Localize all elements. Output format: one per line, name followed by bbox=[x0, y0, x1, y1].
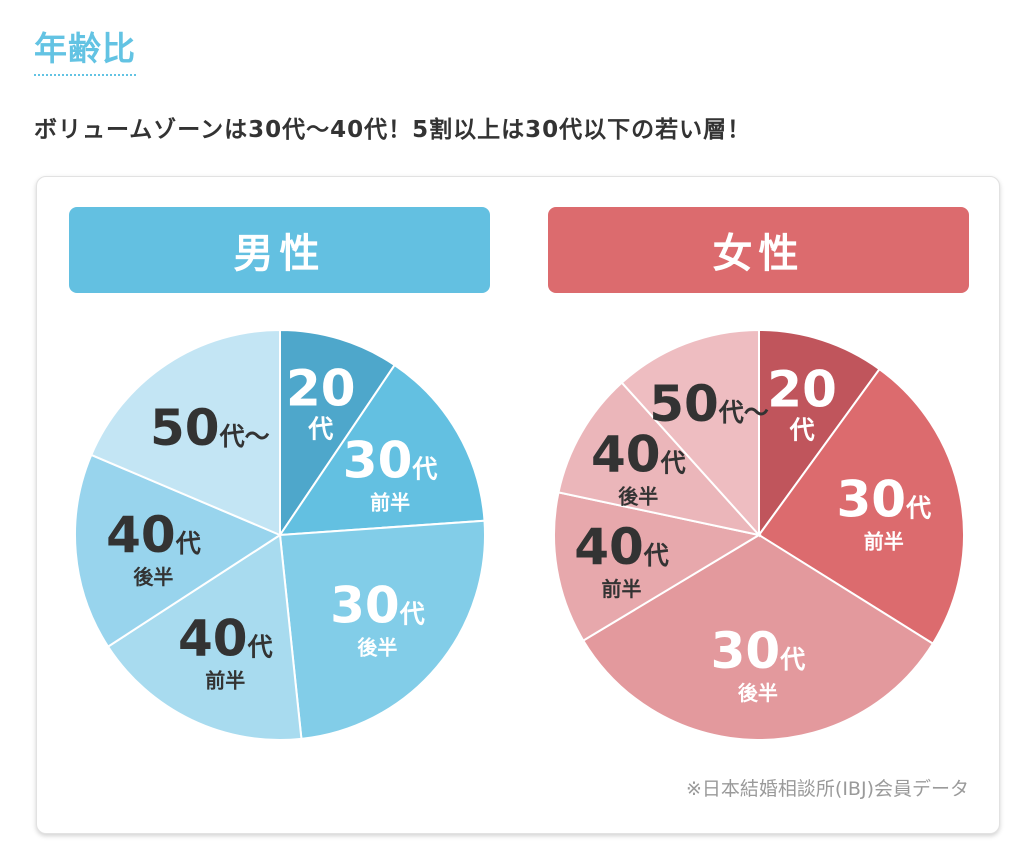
slice-suffix: 代 bbox=[643, 541, 669, 570]
slice-label: 30代 bbox=[330, 577, 425, 635]
pie-slice bbox=[758, 328, 881, 539]
age-ratio-card: 男性 女性 20 代 30代 前半 30代 後半 40代 前半 40代 後半 50代〜 20 代 30代… bbox=[36, 176, 1000, 834]
slice-number: 40 bbox=[178, 610, 248, 668]
pie-slice bbox=[106, 533, 303, 741]
slice-suffix: 代〜 bbox=[219, 422, 270, 451]
slice-sublabel: 前半 bbox=[864, 530, 904, 554]
section-title: 年齢比 bbox=[34, 22, 136, 76]
pie-slice bbox=[89, 328, 281, 537]
slice-number: 50 bbox=[150, 399, 220, 457]
pie-slice bbox=[279, 328, 397, 539]
female-header: 女性 bbox=[548, 207, 969, 293]
slice-suffix: 代 bbox=[905, 494, 931, 523]
pie-slice bbox=[278, 363, 486, 537]
slice-sublabel: 前半 bbox=[370, 491, 410, 515]
slice-label: 30代 bbox=[836, 471, 931, 529]
slice-label: 50代〜 bbox=[649, 375, 769, 433]
slice-suffix: 代 bbox=[779, 645, 805, 674]
pie-slice bbox=[581, 533, 935, 741]
pie-slice bbox=[557, 381, 762, 537]
slice-sublabel: 後半 bbox=[133, 565, 173, 589]
slice-number: 40 bbox=[574, 518, 644, 576]
slice-number: 30 bbox=[343, 432, 413, 490]
slice-sublabel: 前半 bbox=[602, 577, 642, 601]
slice-sublabel: 後半 bbox=[738, 681, 778, 705]
pie-slice bbox=[553, 491, 762, 642]
slice-number: 50 bbox=[649, 375, 719, 433]
slice-label: 40代 bbox=[106, 506, 201, 564]
pie-slice bbox=[620, 328, 760, 538]
slice-label: 40代 bbox=[574, 518, 669, 576]
slice-suffix: 代 bbox=[660, 448, 686, 477]
male-header: 男性 bbox=[69, 207, 490, 293]
slice-suffix: 代 bbox=[247, 633, 273, 662]
pie-slice bbox=[74, 453, 283, 649]
source-note: ※日本結婚相談所(IBJ)会員データ bbox=[686, 778, 969, 800]
slice-suffix: 代 bbox=[411, 455, 437, 484]
slice-suffix: 代 bbox=[789, 415, 815, 444]
slice-label: 40代 bbox=[591, 425, 686, 483]
slice-sublabel: 後半 bbox=[357, 636, 397, 660]
slice-suffix: 代 bbox=[175, 529, 201, 558]
slice-number: 30 bbox=[330, 577, 400, 635]
slice-number: 40 bbox=[106, 506, 176, 564]
slice-number: 20 bbox=[286, 360, 356, 418]
slice-suffix: 代〜 bbox=[718, 398, 769, 427]
slice-suffix: 代 bbox=[307, 415, 333, 444]
lead-text: ボリュームゾーンは30代〜40代！5割以上は30代以下の若い層！ bbox=[34, 117, 752, 143]
pie-slice bbox=[757, 367, 965, 646]
slice-label: 40代 bbox=[178, 610, 273, 668]
slice-suffix: 代 bbox=[399, 600, 425, 629]
slice-sublabel: 後半 bbox=[618, 484, 658, 508]
slice-number: 20 bbox=[767, 360, 837, 418]
slice-number: 40 bbox=[591, 425, 661, 483]
slice-label: 30代 bbox=[343, 432, 438, 490]
slice-sublabel: 前半 bbox=[205, 669, 245, 693]
slice-label: 30代 bbox=[711, 622, 806, 680]
pie-slice bbox=[278, 519, 486, 740]
slice-number: 30 bbox=[711, 622, 781, 680]
slice-label: 50代〜 bbox=[150, 399, 270, 457]
slice-number: 30 bbox=[836, 471, 906, 529]
